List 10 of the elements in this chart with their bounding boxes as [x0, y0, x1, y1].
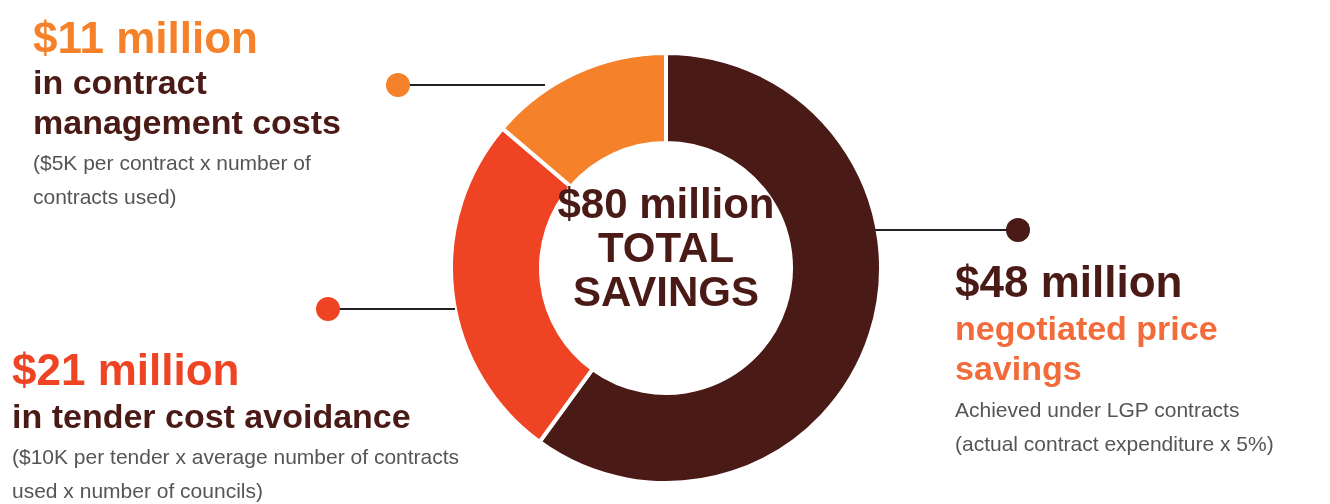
text: Achieved under LGP contracts (actual contract expenditure x 5%) — [955, 397, 1275, 457]
data-label: $48 million — [955, 257, 1183, 306]
text: $80 million TOTAL SAVINGS — [556, 180, 776, 315]
slice-label: in tender cost avoidance — [12, 396, 412, 436]
slice-label: negotiated price savings — [955, 308, 1219, 388]
legend-label: in contract management costs — [33, 62, 342, 142]
text: ($10K per tender x average number of contracts used x number of councils) — [12, 444, 461, 504]
data-label: $21 million — [12, 345, 240, 394]
text: ($5K per contract x number of contracts used) — [33, 150, 312, 210]
data-label: $11 million — [33, 13, 258, 62]
